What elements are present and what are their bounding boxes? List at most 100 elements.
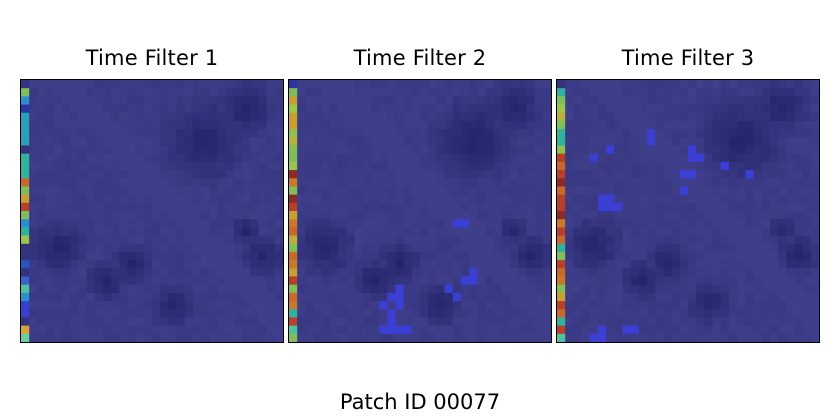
heatmap-cell [258, 317, 268, 327]
heatmap-cell [387, 292, 396, 302]
heatmap-cell [493, 88, 503, 97]
heatmap-cell [201, 333, 210, 342]
heatmap-cell [313, 227, 323, 236]
heatmap-cell [728, 260, 738, 269]
heatmap-cell [452, 251, 462, 261]
heatmap-cell [313, 120, 323, 130]
heatmap-cell [614, 219, 623, 228]
heatmap-cell [201, 243, 210, 253]
heatmap-cell [518, 309, 527, 318]
heatmap-cell [614, 202, 623, 212]
heatmap-cell [452, 153, 462, 163]
heatmap-cell [589, 333, 599, 342]
heatmap-cell [542, 194, 551, 204]
heatmap-cell [460, 268, 470, 277]
heatmap-cell [29, 284, 38, 294]
heatmap-cell [573, 96, 582, 105]
heatmap-cell [379, 260, 388, 269]
heatmap-cell [810, 104, 819, 114]
heatmap-cell [127, 120, 137, 130]
heatmap-cell [671, 227, 681, 236]
heatmap-svg-3 [557, 80, 819, 342]
heatmap-cell [266, 227, 276, 236]
heatmap-cell [346, 178, 355, 187]
heatmap-cell [501, 292, 511, 302]
heatmap-cell [266, 120, 276, 130]
heatmap-cell [597, 129, 607, 138]
heatmap-cell [712, 145, 722, 155]
heatmap-cell [94, 284, 104, 294]
heatmap-cell [581, 301, 591, 310]
heatmap-cell [143, 276, 153, 286]
heatmap-cell [597, 178, 607, 187]
heatmap-cell [589, 317, 599, 327]
heatmap-cell [557, 153, 566, 163]
heatmap-cell [769, 309, 779, 318]
heatmap-cell [679, 251, 689, 261]
heatmap-cell [761, 153, 771, 163]
heatmap-cell [477, 104, 486, 114]
heatmap-cell [395, 170, 405, 179]
heatmap-cell [745, 186, 754, 196]
heatmap-cell [321, 317, 331, 327]
heatmap-cell [534, 243, 544, 253]
heatmap-cell [37, 104, 46, 114]
heatmap-cell [176, 137, 186, 146]
heatmap-cell [761, 251, 771, 261]
heatmap-cell [274, 153, 283, 163]
heatmap-cell [94, 251, 104, 261]
heatmap-cell [135, 227, 145, 236]
heatmap-cell [630, 194, 640, 204]
heatmap-cell [542, 333, 551, 342]
heatmap-cell [201, 268, 210, 277]
heatmap-cell [102, 129, 112, 138]
heatmap-cell [411, 219, 421, 228]
heatmap-cell [338, 170, 347, 179]
heatmap-cell [745, 211, 754, 220]
heatmap-cell [225, 292, 235, 302]
heatmap-cell [21, 161, 30, 171]
heatmap-cell [420, 211, 429, 220]
heatmap-cell [329, 145, 339, 155]
heatmap-cell [289, 178, 298, 187]
heatmap-cell [201, 211, 210, 220]
heatmap-cell [589, 284, 599, 294]
heatmap-cell [704, 104, 713, 114]
heatmap-cell [45, 325, 55, 335]
heatmap-cell [111, 284, 120, 294]
heatmap-cell [21, 227, 30, 236]
heatmap-cell [233, 137, 243, 146]
heatmap-cell [444, 325, 454, 335]
heatmap-cell [354, 211, 364, 220]
heatmap-cell [452, 202, 462, 212]
heatmap-cell [29, 292, 38, 302]
heatmap-cell [573, 186, 582, 196]
heatmap-cell [242, 202, 251, 212]
heatmap-cell [679, 137, 689, 146]
heatmap-cell [321, 325, 331, 335]
heatmap-cell [534, 235, 544, 245]
heatmap-cell [111, 194, 120, 204]
heatmap-cell [362, 292, 372, 302]
heatmap-cell [338, 317, 347, 327]
heatmap-cell [581, 80, 591, 89]
heatmap-cell [201, 317, 210, 327]
heatmap-cell [712, 243, 722, 253]
heatmap-cell [769, 202, 779, 212]
heatmap-cell [518, 161, 527, 171]
heatmap-cell [403, 170, 413, 179]
heatmap-cell [266, 161, 276, 171]
heatmap-cell [728, 251, 738, 261]
heatmap-cell [696, 284, 705, 294]
heatmap-cell [225, 112, 235, 122]
heatmap-cell [485, 333, 495, 342]
heatmap-cell [258, 194, 268, 204]
heatmap-cell [354, 284, 364, 294]
heatmap-cell [614, 276, 623, 286]
heatmap-cell [712, 161, 722, 171]
heatmap-cell [526, 161, 536, 171]
heatmap-cell [581, 145, 591, 155]
heatmap-cell [778, 145, 787, 155]
heatmap-cell [289, 161, 298, 171]
heatmap-cell [696, 88, 705, 97]
